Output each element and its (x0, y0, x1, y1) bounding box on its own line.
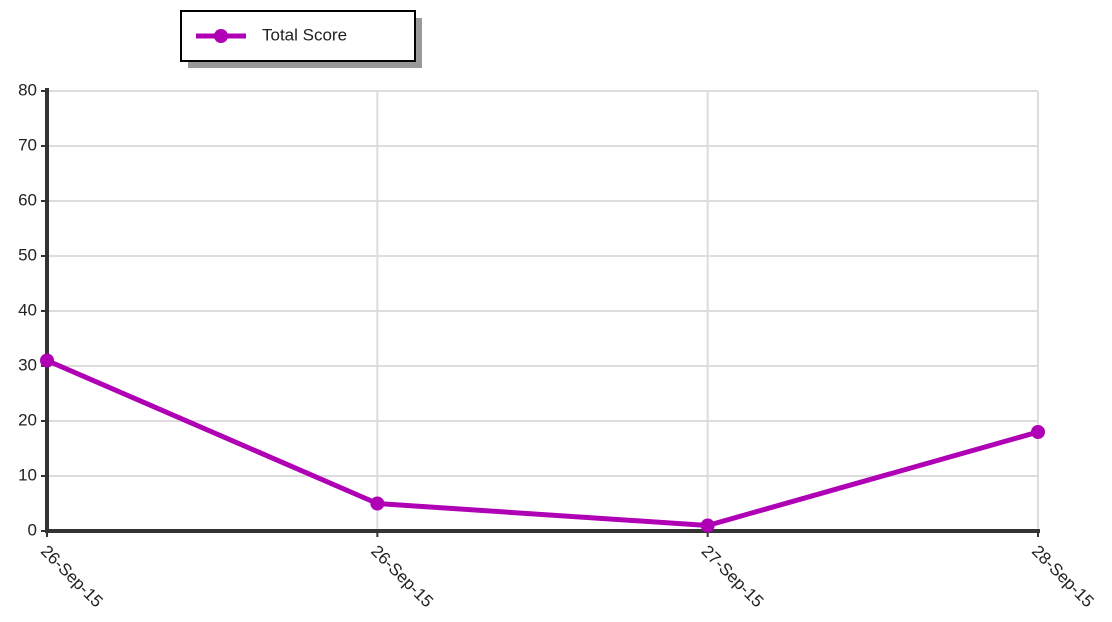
point (1031, 425, 1045, 439)
y-tick-label: 30 (18, 355, 37, 374)
y-tick-label: 80 (18, 80, 37, 99)
y-tick-label: 70 (18, 135, 37, 154)
point (40, 353, 54, 368)
x-tick-label: 26-Sep-15 (367, 542, 437, 612)
point (700, 518, 715, 533)
y-tick-label: 50 (18, 245, 37, 264)
legend: Total Score (180, 10, 422, 68)
y-tick-label: 40 (18, 300, 37, 319)
y-tick-label: 60 (18, 190, 37, 209)
x-tick-label: 26-Sep-15 (37, 542, 107, 612)
y-tick-label: 10 (18, 465, 37, 484)
x-tick-label: 27-Sep-15 (698, 542, 768, 612)
line (46, 358, 1039, 528)
y-tick-label: 20 (18, 410, 37, 429)
point (370, 496, 385, 511)
legend-marker (214, 29, 228, 43)
y-tick-label: 0 (28, 520, 37, 539)
legend-label: Total Score (262, 25, 347, 44)
x-tick-label: 28-Sep-15 (1028, 542, 1098, 612)
